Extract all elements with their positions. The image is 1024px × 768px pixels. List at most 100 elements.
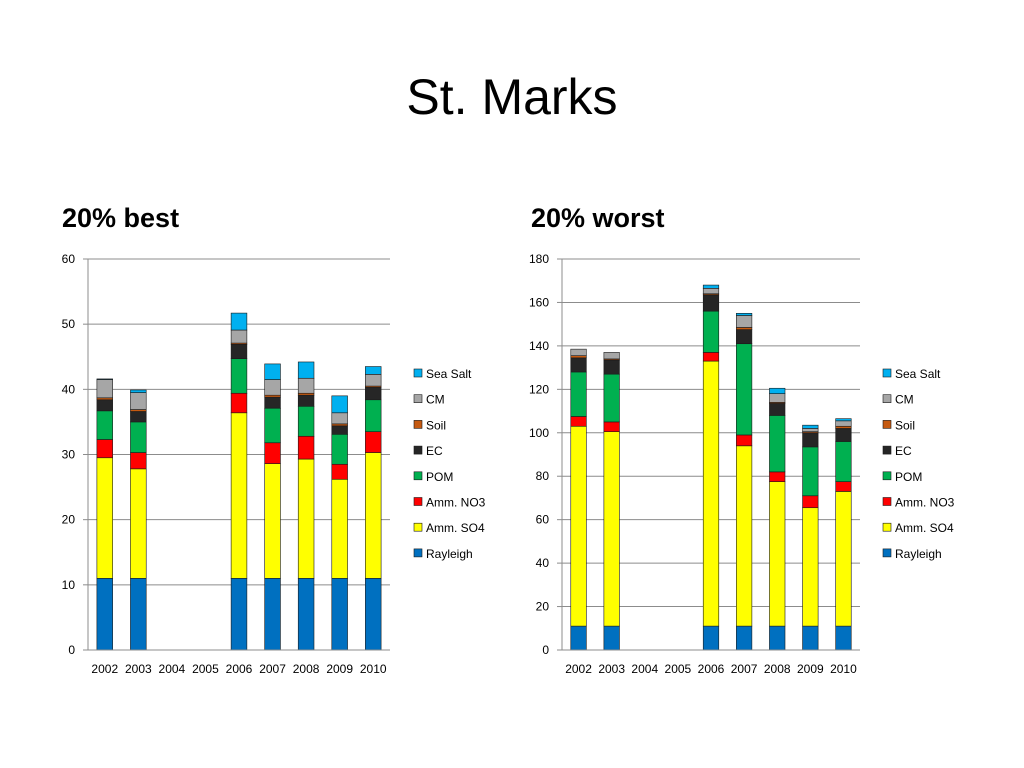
bar-segment-pom-2006 bbox=[702, 310, 720, 353]
x-tick-label: 2008 bbox=[764, 662, 791, 676]
legend-label: Rayleigh bbox=[426, 547, 473, 561]
bar-segment-sea-salt-2009 bbox=[802, 424, 819, 429]
legend-swatch bbox=[413, 394, 423, 404]
x-tick-label: 2005 bbox=[665, 662, 692, 676]
bar-segment-cm-2008 bbox=[769, 393, 786, 403]
legend-label: POM bbox=[426, 470, 453, 484]
x-tick-label: 2010 bbox=[360, 662, 387, 676]
bar-segment-pom-2002 bbox=[96, 410, 113, 440]
y-tick-label: 100 bbox=[529, 426, 549, 440]
x-tick-label: 2007 bbox=[731, 662, 758, 676]
bar-segment-ec-2002 bbox=[96, 399, 113, 412]
y-tick-label: 0 bbox=[542, 643, 549, 657]
y-tick-label: 50 bbox=[62, 317, 76, 331]
bar-segment-amm-so4-2007 bbox=[736, 445, 753, 627]
bar-segment-amm-no3-2008 bbox=[297, 435, 315, 460]
bar-segment-rayleigh-2003 bbox=[130, 578, 147, 651]
legend-swatch bbox=[882, 497, 892, 506]
bar-segment-ec-2003 bbox=[603, 359, 620, 375]
bar-segment-cm-2010 bbox=[365, 374, 382, 387]
legend-swatch bbox=[413, 445, 423, 455]
legend-swatch bbox=[882, 548, 892, 558]
bar-segment-ec-2006 bbox=[702, 294, 720, 312]
x-tick-label: 2002 bbox=[565, 662, 592, 676]
legend-swatch bbox=[413, 471, 423, 481]
legend-swatch bbox=[882, 394, 892, 404]
bar-segment-amm-no3-2002 bbox=[570, 416, 587, 427]
bar-segment-rayleigh-2009 bbox=[331, 578, 348, 651]
bar-segment-amm-so4-2002 bbox=[570, 425, 587, 627]
bar-segment-pom-2002 bbox=[570, 371, 587, 417]
bar-segment-sea-salt-2010 bbox=[835, 418, 852, 422]
bar-segment-pom-2003 bbox=[603, 373, 620, 423]
legend-label: Amm. NO3 bbox=[426, 496, 486, 510]
bar-segment-pom-2003 bbox=[130, 421, 147, 453]
best-visibility-chart: 0 10 20 30 40 50 60 2002 2003 2004 2005 2006 2007 200… bbox=[62, 252, 486, 676]
bar-segment-cm-2008 bbox=[297, 377, 315, 394]
bar-segment-rayleigh-2009 bbox=[802, 625, 819, 651]
bar-segment-amm-no3-2007 bbox=[736, 434, 753, 447]
legend: Sea Salt CM Soil EC POM Amm. NO3 Amm. SO4 Rayle… bbox=[413, 367, 486, 561]
x-tick-label: 2010 bbox=[830, 662, 857, 676]
bar-segment-sea-salt-2002 bbox=[96, 378, 113, 380]
legend-swatch bbox=[882, 445, 892, 455]
legend-swatch bbox=[413, 548, 423, 558]
bar-segment-sea-salt-2009 bbox=[331, 395, 348, 414]
legend-label: CM bbox=[426, 393, 445, 407]
bar-segment-sea-salt-2008 bbox=[297, 361, 315, 379]
bar-segment-amm-no3-2008 bbox=[769, 471, 786, 482]
legend-label: EC bbox=[895, 444, 912, 458]
bar-segment-cm-2009 bbox=[802, 428, 819, 432]
bar-segment-amm-so4-2009 bbox=[802, 507, 819, 627]
legend-label: Amm. NO3 bbox=[895, 496, 955, 510]
bar-segment-amm-no3-2006 bbox=[702, 352, 720, 362]
bar-segment-rayleigh-2007 bbox=[736, 625, 753, 651]
y-tick-label: 160 bbox=[529, 295, 549, 309]
x-tick-label: 2004 bbox=[631, 662, 658, 676]
bar-segment-cm-2003 bbox=[130, 392, 147, 410]
bar-segment-sea-salt-2007 bbox=[264, 363, 281, 380]
x-tick-label: 2009 bbox=[326, 662, 353, 676]
bar-segment-rayleigh-2008 bbox=[769, 625, 786, 651]
bar-segment-sea-salt-2006 bbox=[230, 312, 248, 331]
bar-segment-amm-no3-2009 bbox=[331, 463, 348, 480]
x-tick-label: 2004 bbox=[159, 662, 186, 676]
bar-segment-pom-2007 bbox=[736, 343, 753, 436]
bar-segment-pom-2009 bbox=[331, 433, 348, 465]
bar-segment-ec-2009 bbox=[802, 432, 819, 448]
bar-segment-cm-2002 bbox=[96, 379, 113, 399]
y-tick-label: 140 bbox=[529, 339, 549, 353]
bar-segment-ec-2006 bbox=[230, 344, 248, 360]
legend-swatch bbox=[413, 522, 423, 532]
legend-swatch bbox=[882, 420, 892, 429]
bar-segment-pom-2010 bbox=[365, 399, 382, 432]
bar-segment-amm-no3-2006 bbox=[230, 392, 248, 414]
bar-segment-amm-so4-2010 bbox=[835, 491, 852, 627]
bar-segment-cm-2007 bbox=[736, 315, 753, 328]
x-tick-label: 2002 bbox=[91, 662, 118, 676]
x-tick-label: 2005 bbox=[192, 662, 219, 676]
bar-segment-amm-no3-2009 bbox=[802, 495, 819, 509]
legend-label: CM bbox=[895, 393, 914, 407]
bar-segment-amm-no3-2010 bbox=[835, 481, 852, 492]
bar-segment-amm-so4-2003 bbox=[603, 431, 620, 627]
slide-title: St. Marks bbox=[406, 69, 618, 125]
bar-segment-rayleigh-2003 bbox=[603, 625, 620, 651]
bar-segment-amm-no3-2003 bbox=[130, 452, 147, 470]
bar-segment-rayleigh-2002 bbox=[570, 625, 587, 651]
bar-segment-pom-2006 bbox=[230, 358, 248, 394]
y-tick-label: 30 bbox=[62, 448, 76, 462]
x-tick-label: 2006 bbox=[698, 662, 725, 676]
bar-segment-cm-2002 bbox=[570, 348, 587, 356]
bar-segment-amm-no3-2003 bbox=[603, 421, 620, 432]
bar-segment-ec-2008 bbox=[297, 394, 315, 407]
bar-segment-rayleigh-2002 bbox=[96, 578, 113, 651]
worst-chart-heading: 20% worst bbox=[531, 203, 665, 233]
legend-swatch bbox=[413, 368, 423, 378]
bar-segment-rayleigh-2008 bbox=[297, 578, 315, 651]
bar-segment-ec-2010 bbox=[835, 428, 852, 442]
y-tick-label: 40 bbox=[62, 382, 76, 396]
x-tick-label: 2003 bbox=[598, 662, 625, 676]
bar-segment-sea-salt-2007 bbox=[736, 313, 753, 316]
